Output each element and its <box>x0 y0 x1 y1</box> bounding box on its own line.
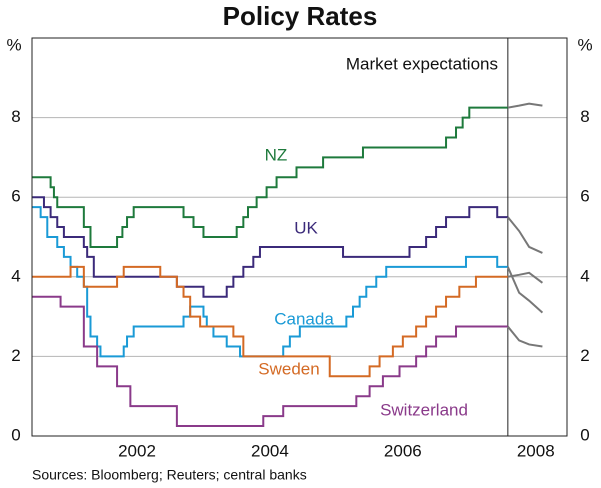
forecast-line <box>507 271 544 284</box>
y-tick-label-left: 8 <box>11 107 20 126</box>
forecast-line <box>506 266 544 314</box>
source: Sources: Bloomberg; Reuters; central ban… <box>32 467 307 483</box>
y-tick-label-left: 6 <box>11 187 20 206</box>
y-tick-label-left: 4 <box>11 266 20 285</box>
series-line <box>32 265 508 378</box>
plot-frame <box>31 37 568 437</box>
forecast-line <box>507 102 543 109</box>
y-tick-label-right: 8 <box>580 107 589 126</box>
x-tick-label: 2004 <box>251 441 289 460</box>
x-tick-label: 2008 <box>517 441 555 460</box>
x-tick-label: 2006 <box>384 441 422 460</box>
y-tick-label-right: 4 <box>580 266 589 285</box>
chart-title: Policy Rates <box>223 1 378 31</box>
series-label: UK <box>294 218 318 237</box>
y-tick-label-right: 2 <box>580 346 589 365</box>
y-tick-label-right: 6 <box>580 187 589 206</box>
series-line <box>32 295 508 428</box>
y-tick-label-right: 0 <box>580 425 589 444</box>
forecast-line <box>507 216 543 254</box>
series-label: Canada <box>274 309 334 328</box>
y-unit-right: % <box>577 35 592 54</box>
series-line <box>32 106 508 248</box>
annotation: Market expectations <box>346 54 498 73</box>
series-label: Sweden <box>258 359 319 378</box>
y-tick-label-left: 0 <box>11 425 20 444</box>
series-line <box>32 206 508 358</box>
series-label: NZ <box>265 145 288 164</box>
x-tick-label: 2002 <box>118 441 156 460</box>
y-tick-label-left: 2 <box>11 346 20 365</box>
y-unit-left: % <box>6 35 21 54</box>
forecast-line <box>507 325 543 348</box>
series-label: Switzerland <box>380 400 468 419</box>
series-line <box>32 196 508 298</box>
